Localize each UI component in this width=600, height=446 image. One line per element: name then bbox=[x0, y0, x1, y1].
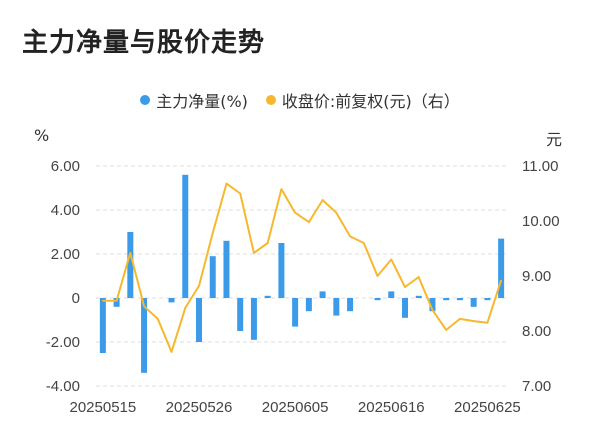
net-volume-bar bbox=[388, 291, 395, 298]
chart-title: 主力净量与股价走势 bbox=[22, 28, 266, 58]
net-volume-bar bbox=[484, 298, 491, 301]
close-price-point bbox=[486, 321, 489, 324]
x-axis-tick-label: 20250526 bbox=[166, 399, 233, 416]
legend-marker-close-price bbox=[265, 95, 276, 105]
net-volume-bar bbox=[374, 298, 381, 301]
close-price-point bbox=[115, 299, 118, 302]
close-price-point bbox=[253, 252, 255, 254]
close-price-point bbox=[404, 286, 406, 288]
net-volume-bar bbox=[415, 295, 422, 298]
close-price-point bbox=[280, 188, 283, 190]
net-volume-bar bbox=[99, 298, 106, 353]
x-axis-tick-label: 20250625 bbox=[454, 399, 521, 416]
net-volume-bar bbox=[498, 238, 505, 298]
net-volume-bar bbox=[292, 298, 299, 327]
left-axis-tick-label: 0 bbox=[72, 290, 80, 307]
net-volume-bar bbox=[456, 298, 463, 301]
legend-marker-net-volume bbox=[140, 95, 151, 105]
close-price-point bbox=[157, 318, 159, 320]
close-price-point bbox=[445, 329, 448, 331]
close-price-point bbox=[198, 285, 200, 287]
close-price-line bbox=[102, 182, 503, 353]
close-price-point bbox=[472, 320, 475, 322]
right-axis-tick-label: 10.00 bbox=[522, 213, 560, 230]
close-price-point bbox=[431, 309, 434, 311]
close-price-point bbox=[184, 307, 187, 309]
x-axis-tick-label: 20250616 bbox=[358, 399, 425, 416]
x-axis-tick-label: 20250515 bbox=[69, 399, 136, 416]
net-volume-bar bbox=[319, 291, 326, 298]
net-volume-bar bbox=[223, 240, 230, 298]
right-axis-tick-label: 7.00 bbox=[522, 378, 551, 395]
close-price-point bbox=[102, 299, 104, 302]
net-volume-bar bbox=[347, 298, 354, 312]
net-volume-bar bbox=[264, 295, 271, 298]
net-volume-bar bbox=[141, 298, 148, 373]
net-volume-bar bbox=[113, 298, 120, 307]
left-axis-unit: % bbox=[34, 126, 50, 145]
net-volume-bar bbox=[278, 243, 285, 298]
x-axis-tick-label: 20250605 bbox=[262, 399, 329, 416]
close-price-point bbox=[390, 258, 393, 261]
close-price-point bbox=[349, 235, 351, 238]
legend-label-net-volume: 主力净量(%) bbox=[156, 92, 248, 111]
close-price-point bbox=[211, 232, 214, 234]
right-axis-tick-label: 9.00 bbox=[522, 268, 551, 285]
left-axis-tick-label: 4.00 bbox=[51, 202, 80, 219]
legend-label-close-price: 收盘价:前复权(元)（右） bbox=[281, 92, 460, 111]
close-price-point bbox=[143, 305, 145, 308]
net-volume-bar bbox=[182, 174, 189, 298]
right-axis-tick-label: 8.00 bbox=[522, 323, 551, 340]
close-price-point bbox=[376, 275, 379, 277]
close-price-point bbox=[239, 192, 241, 195]
net-volume-bar bbox=[168, 298, 175, 303]
left-axis-tick-label: -2.00 bbox=[46, 334, 80, 351]
left-axis-tick-label: -4.00 bbox=[46, 378, 80, 395]
net-volume-bar bbox=[429, 298, 436, 312]
close-price-point bbox=[129, 252, 132, 254]
close-price-point bbox=[417, 276, 420, 278]
left-axis-tick-label: 6.00 bbox=[51, 158, 80, 175]
legend-item-close-price[interactable]: 收盘价:前复权(元)（右） bbox=[265, 88, 460, 112]
net-volume-bar bbox=[237, 298, 244, 331]
net-volume-bar bbox=[196, 298, 202, 342]
legend-item-net-volume[interactable]: 主力净量(%) bbox=[140, 88, 248, 112]
net-volume-bar bbox=[443, 298, 450, 301]
close-price-point bbox=[266, 242, 269, 244]
close-price-point bbox=[225, 182, 228, 185]
net-volume-bar bbox=[305, 298, 312, 312]
close-price-point bbox=[294, 211, 296, 214]
net-volume-bar bbox=[250, 298, 257, 340]
net-volume-bar bbox=[470, 298, 477, 307]
close-price-point bbox=[170, 351, 173, 353]
left-axis-tick-label: 2.00 bbox=[51, 246, 80, 263]
close-price-point bbox=[335, 211, 338, 214]
legend: 主力净量(%) 收盘价:前复权(元)（右） bbox=[0, 88, 600, 112]
close-price-point bbox=[321, 199, 324, 201]
close-price-point bbox=[500, 279, 502, 282]
close-price-point bbox=[459, 318, 461, 320]
net-volume-bar bbox=[402, 298, 408, 318]
net-volume-bar bbox=[127, 232, 134, 298]
right-axis-tick-label: 11.00 bbox=[522, 158, 558, 175]
right-axis-unit: 元 bbox=[546, 130, 563, 149]
net-volume-bar bbox=[333, 298, 340, 316]
net-volume-bar bbox=[209, 256, 216, 298]
close-price-point bbox=[363, 242, 365, 244]
close-price-point bbox=[308, 221, 310, 223]
